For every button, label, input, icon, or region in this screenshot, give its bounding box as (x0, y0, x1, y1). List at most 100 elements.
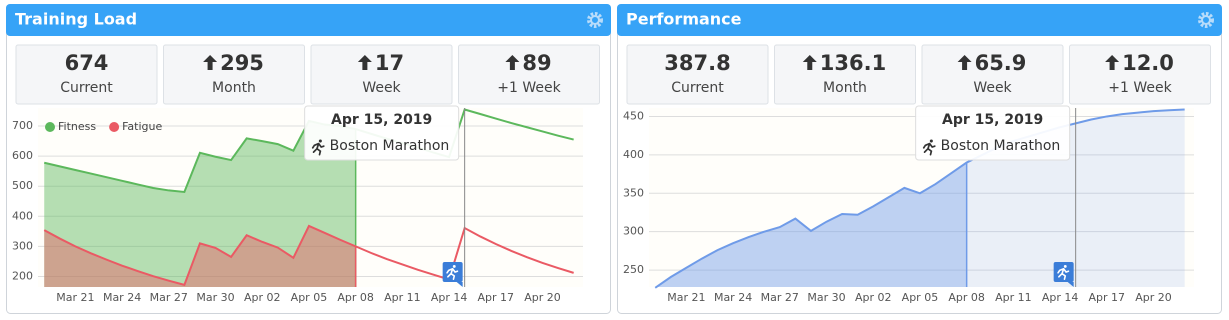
stat-box (921, 44, 1064, 105)
x-tick-label: Apr 17 (478, 291, 515, 304)
stat-label: Week (362, 80, 401, 96)
settings-icon[interactable] (587, 12, 603, 28)
runner-body (922, 142, 936, 156)
x-tick-label: Apr 20 (1135, 291, 1172, 304)
x-tick-label: Apr 05 (291, 291, 328, 304)
y-tick-label: 200 (12, 269, 33, 282)
x-tick-label: Apr 08 (948, 291, 985, 304)
legend-label: Fitness (58, 120, 96, 133)
gear-core (590, 15, 600, 25)
y-tick-label: 700 (12, 119, 33, 132)
x-tick-label: Apr 05 (902, 291, 939, 304)
up-arrow (1105, 55, 1120, 70)
x-tick-label: Mar 30 (196, 291, 234, 304)
x-tick-label: Mar 30 (807, 291, 845, 304)
stat-box (626, 44, 769, 105)
stat-label: Current (60, 80, 113, 96)
x-tick-label: Apr 02 (244, 291, 281, 304)
x-tick-label: Mar 27 (761, 291, 799, 304)
up-arrow (357, 55, 372, 70)
tooltip (304, 105, 460, 161)
y-tick-label: 300 (623, 225, 644, 238)
stat-value: 65.9 (975, 51, 1027, 75)
x-tick-label: Mar 21 (667, 291, 705, 304)
runner-icon (446, 264, 459, 281)
y-tick-label: 500 (12, 179, 33, 192)
annotation-marker (1053, 262, 1074, 282)
stat-box (163, 44, 305, 105)
area (44, 120, 356, 288)
runner-head (929, 139, 933, 143)
runner-icon (922, 139, 936, 156)
panel-header (617, 4, 1222, 36)
stat-box (310, 44, 453, 105)
x-tick-label: Apr 11 (995, 291, 1032, 304)
runner-icon (311, 139, 325, 156)
stat-value: 89 (522, 51, 551, 75)
stat-label: Week (973, 80, 1012, 96)
stat-value: 295 (220, 51, 264, 75)
x-tick-label: Apr 14 (431, 291, 468, 304)
tooltip-title: Apr 15, 2019 (942, 112, 1043, 128)
tooltip-title: Apr 15, 2019 (331, 112, 432, 128)
stat-value: 674 (65, 51, 109, 75)
stat-value: 387.8 (664, 51, 730, 75)
y-tick-label: 250 (623, 263, 644, 276)
y-tick-label: 300 (12, 239, 33, 252)
legend-swatch (45, 122, 55, 132)
runner-body (1057, 267, 1070, 281)
settings-icon[interactable] (1198, 12, 1214, 28)
area (44, 225, 356, 287)
stat-box (1069, 44, 1211, 105)
x-tick-label: Apr 11 (384, 291, 421, 304)
gear-core (1201, 15, 1211, 25)
runner-icon (1057, 264, 1070, 281)
stat-value: 136.1 (820, 51, 886, 75)
panel-title: Performance (626, 10, 742, 29)
y-tick-label: 400 (623, 148, 644, 161)
x-tick-label: Apr 17 (1089, 291, 1126, 304)
stat-label: Current (671, 80, 724, 96)
line (43, 224, 574, 287)
runner-head (452, 264, 456, 268)
line (654, 108, 1185, 289)
x-tick-label: Apr 14 (1042, 291, 1079, 304)
panel-title: Training Load (15, 10, 137, 29)
up-arrow (203, 55, 218, 70)
legend-swatch (109, 122, 120, 132)
marker-pointer (1067, 282, 1074, 287)
x-tick-label: Apr 08 (337, 291, 374, 304)
annotation-marker (442, 262, 463, 282)
runner-head (1063, 264, 1067, 268)
x-tick-label: Apr 02 (855, 291, 892, 304)
stat-box (458, 44, 600, 105)
up-arrow (957, 55, 972, 70)
tooltip-text: Boston Marathon (330, 138, 450, 154)
y-tick-label: 400 (12, 209, 33, 222)
runner-body (311, 142, 325, 156)
y-tick-label: 350 (623, 186, 644, 199)
up-arrow (802, 55, 817, 70)
gear (587, 12, 603, 28)
marker-pointer (456, 282, 463, 287)
tooltip (915, 105, 1071, 161)
tooltip-text: Boston Marathon (941, 138, 1061, 154)
stat-value: 17 (375, 51, 404, 75)
y-tick-label: 600 (12, 149, 33, 162)
stat-box (15, 44, 158, 105)
stat-label: Month (212, 80, 256, 96)
area (655, 162, 967, 288)
legend-label: Fatigue (122, 120, 162, 133)
panel-header (6, 4, 611, 36)
runner-head (318, 139, 322, 143)
gear (1198, 12, 1214, 28)
x-tick-label: Mar 24 (714, 291, 752, 304)
stat-label: +1 Week (497, 80, 561, 96)
stat-label: +1 Week (1108, 80, 1172, 96)
x-tick-label: Apr 20 (524, 291, 561, 304)
x-tick-label: Mar 24 (103, 291, 141, 304)
x-tick-label: Mar 27 (150, 291, 188, 304)
up-arrow (505, 55, 520, 70)
stat-value: 12.0 (1122, 51, 1174, 75)
